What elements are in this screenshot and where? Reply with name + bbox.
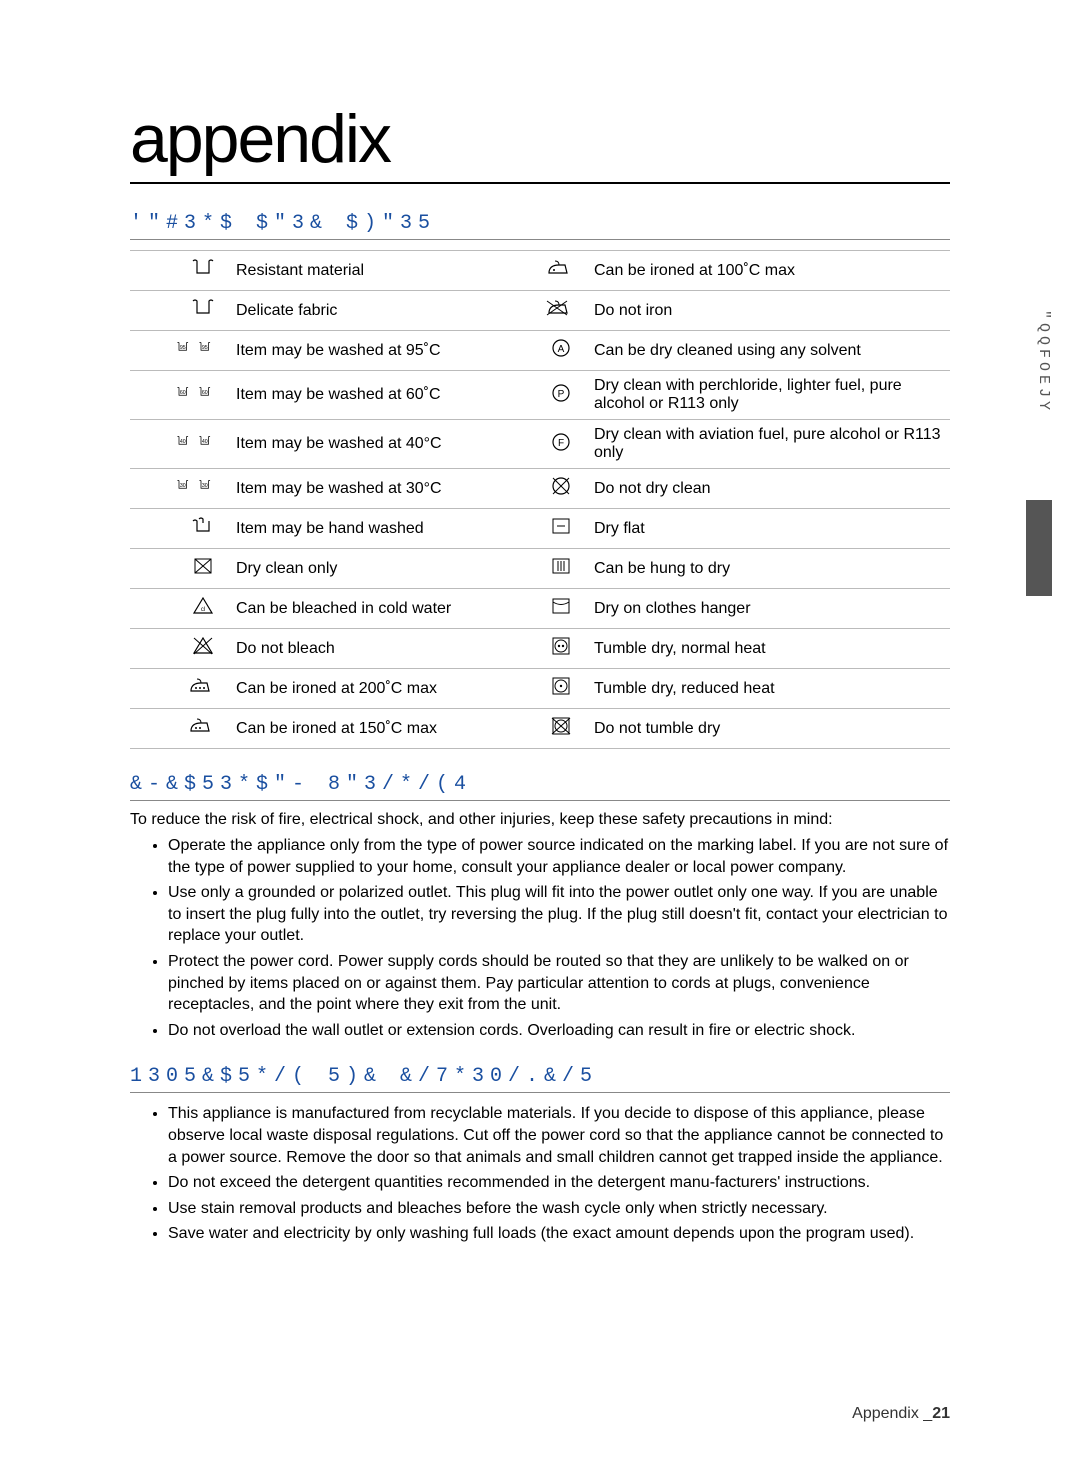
electrical-intro: To reduce the risk of fire, electrical s…: [130, 811, 950, 829]
care-icon-left: 30 30: [130, 469, 228, 509]
care-desc-left: Item may be washed at 30°C: [228, 469, 488, 509]
svg-text:95: 95: [202, 345, 208, 351]
list-item: Save water and electricity by only washi…: [168, 1223, 950, 1245]
care-icon-left: 60 60: [130, 371, 228, 420]
fabric-care-table: Resistant material Can be ironed at 100˚C…: [130, 250, 950, 749]
care-icon-left: cl: [130, 589, 228, 629]
svg-text:F: F: [558, 438, 564, 449]
care-desc-right: Tumble dry, reduced heat: [586, 669, 950, 709]
care-icon-left: [130, 251, 228, 291]
footer-label: Appendix _: [852, 1405, 932, 1422]
care-desc-left: Can be ironed at 150˚C max: [228, 709, 488, 749]
care-desc-right: Tumble dry, normal heat: [586, 629, 950, 669]
care-icon-right: [488, 629, 586, 669]
list-item: Protect the power cord. Power supply cor…: [168, 951, 950, 1016]
care-desc-left: Delicate fabric: [228, 291, 488, 331]
care-icon-right: [488, 589, 586, 629]
care-desc-right: Do not tumble dry: [586, 709, 950, 749]
care-icon-left: [130, 291, 228, 331]
list-item: Do not overload the wall outlet or exten…: [168, 1020, 950, 1042]
svg-text:cl: cl: [201, 607, 205, 613]
page-footer: Appendix _21: [852, 1405, 950, 1423]
care-icon-right: A: [488, 331, 586, 371]
table-row: 95 95Item may be washed at 95˚CACan be d…: [130, 331, 950, 371]
svg-text:60: 60: [202, 389, 208, 395]
svg-text:40: 40: [179, 438, 185, 444]
table-row: Resistant material Can be ironed at 100˚C…: [130, 251, 950, 291]
care-desc-right: Dry clean with aviation fuel, pure alcoh…: [586, 420, 950, 469]
table-row: 30 30Item may be washed at 30°CDo not dr…: [130, 469, 950, 509]
table-row: 60 60Item may be washed at 60˚CPDry clea…: [130, 371, 950, 420]
list-item: Use only a grounded or polarized outlet.…: [168, 882, 950, 947]
table-row: Delicate fabric Do not iron: [130, 291, 950, 331]
care-desc-right: Can be dry cleaned using any solvent: [586, 331, 950, 371]
table-row: Dry clean only Can be hung to dry: [130, 549, 950, 589]
care-icon-right: [488, 251, 586, 291]
page-title: appendix: [130, 100, 950, 184]
environment-list: This appliance is manufactured from recy…: [130, 1103, 950, 1245]
care-desc-left: Resistant material: [228, 251, 488, 291]
care-icon-right: [488, 291, 586, 331]
care-icon-right: [488, 709, 586, 749]
list-item: Operate the appliance only from the type…: [168, 835, 950, 878]
svg-text:60: 60: [179, 389, 185, 395]
footer-page: 21: [932, 1405, 950, 1422]
table-row: Item may be hand washed Dry flat: [130, 509, 950, 549]
care-desc-right: Dry on clothes hanger: [586, 589, 950, 629]
care-desc-right: Can be hung to dry: [586, 549, 950, 589]
electrical-heading: &-&$53*$"- 8"3/*/(4: [130, 773, 950, 801]
list-item: This appliance is manufactured from recy…: [168, 1103, 950, 1168]
care-desc-left: Item may be washed at 40°C: [228, 420, 488, 469]
side-tab-label: "QQFOEJY: [1035, 310, 1052, 414]
care-icon-left: [130, 509, 228, 549]
svg-text:95: 95: [179, 345, 185, 351]
svg-text:30: 30: [179, 483, 185, 489]
table-row: cl Can be bleached in cold water Dry on cl…: [130, 589, 950, 629]
environment-heading: 1305&$5*/( 5)& &/7*30/.&/5: [130, 1065, 950, 1093]
care-desc-right: Dry clean with perchloride, lighter fuel…: [586, 371, 950, 420]
side-tab-marker: [1026, 500, 1052, 596]
care-desc-left: Item may be washed at 60˚C: [228, 371, 488, 420]
care-icon-left: 95 95: [130, 331, 228, 371]
list-item: Do not exceed the detergent quantities r…: [168, 1172, 950, 1194]
care-desc-left: Item may be hand washed: [228, 509, 488, 549]
svg-text:30: 30: [202, 483, 208, 489]
care-desc-right: Dry flat: [586, 509, 950, 549]
fabric-care-heading: '"#3*$ $"3& $)"35: [130, 212, 950, 240]
care-desc-right: Do not iron: [586, 291, 950, 331]
table-row: Can be ironed at 200˚C max Tumble dry, re…: [130, 669, 950, 709]
electrical-list: Operate the appliance only from the type…: [130, 835, 950, 1041]
svg-text:A: A: [558, 344, 565, 355]
care-icon-left: [130, 549, 228, 589]
care-icon-left: [130, 709, 228, 749]
care-icon-right: [488, 509, 586, 549]
care-icon-left: [130, 629, 228, 669]
table-row: 40 40Item may be washed at 40°CFDry clea…: [130, 420, 950, 469]
list-item: Use stain removal products and bleaches …: [168, 1198, 950, 1220]
care-desc-left: Can be ironed at 200˚C max: [228, 669, 488, 709]
svg-text:40: 40: [202, 438, 208, 444]
care-desc-left: Dry clean only: [228, 549, 488, 589]
svg-text:P: P: [558, 389, 565, 400]
table-row: Do not bleach Tumble dry, normal heat: [130, 629, 950, 669]
care-desc-right: Do not dry clean: [586, 469, 950, 509]
care-icon-right: [488, 669, 586, 709]
care-desc-right: Can be ironed at 100˚C max: [586, 251, 950, 291]
table-row: Can be ironed at 150˚C max Do not tumble …: [130, 709, 950, 749]
care-desc-left: Can be bleached in cold water: [228, 589, 488, 629]
care-icon-right: P: [488, 371, 586, 420]
care-desc-left: Do not bleach: [228, 629, 488, 669]
care-icon-right: [488, 549, 586, 589]
care-icon-left: 40 40: [130, 420, 228, 469]
care-icon-right: F: [488, 420, 586, 469]
care-desc-left: Item may be washed at 95˚C: [228, 331, 488, 371]
care-icon-right: [488, 469, 586, 509]
care-icon-left: [130, 669, 228, 709]
